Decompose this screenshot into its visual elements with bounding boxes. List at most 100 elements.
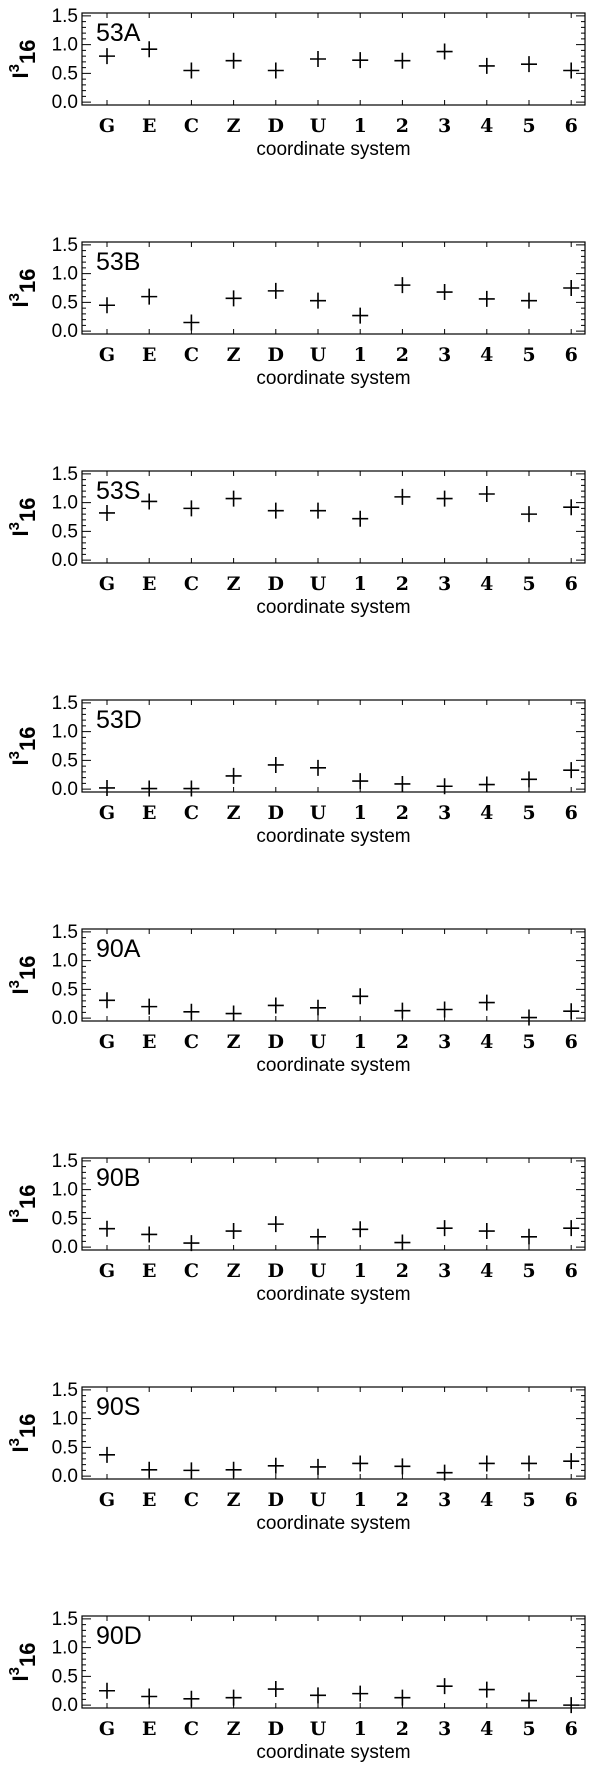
data-point-4	[478, 57, 495, 74]
x-tick-label: G	[99, 1489, 115, 1511]
data-point-G	[99, 297, 115, 314]
data-point-4	[478, 776, 495, 793]
y-tick-label: 1.0	[52, 722, 78, 743]
x-tick-label: 5	[522, 1031, 535, 1053]
y-tick-label: 0.0	[52, 321, 78, 342]
x-tick-label: 4	[480, 1489, 493, 1511]
y-tick-label: 1.5	[52, 1609, 78, 1630]
x-tick-label: E	[142, 573, 156, 595]
x-tick-label: 1	[354, 802, 367, 824]
y-axis-label: I316	[6, 40, 40, 79]
plot-frame	[81, 1386, 586, 1480]
data-point-U	[310, 51, 326, 67]
y-axis-label-base: I	[8, 1675, 33, 1681]
data-point-3	[436, 43, 453, 60]
data-point-1	[352, 510, 369, 527]
data-point-2	[394, 52, 411, 69]
y-axis-label-sup: 3	[6, 751, 23, 759]
y-axis-label-sub: 16	[15, 269, 40, 293]
data-point-C	[183, 500, 200, 517]
data-point-C	[183, 1003, 200, 1020]
data-point-E	[141, 41, 158, 58]
x-tick-label: 2	[396, 115, 409, 137]
y-tick-label: 0.5	[52, 1437, 78, 1458]
x-tick-label: 5	[522, 1489, 535, 1511]
data-point-3	[436, 778, 453, 795]
y-axis-label-base: I	[8, 1446, 33, 1452]
x-tick-label: D	[268, 802, 284, 824]
y-tick-label: 1.0	[52, 35, 78, 56]
data-point-2	[394, 1458, 411, 1475]
x-tick-label: Z	[227, 115, 241, 137]
y-axis-label-base: I	[8, 530, 33, 536]
data-point-G	[99, 48, 115, 65]
x-tick-label: 5	[522, 344, 535, 366]
data-point-1	[352, 773, 369, 790]
data-point-D	[267, 502, 284, 519]
y-axis-label: I316	[6, 498, 40, 537]
y-axis-label: I316	[6, 269, 40, 308]
x-tick-label: U	[310, 802, 327, 824]
data-point-1	[352, 1221, 369, 1238]
y-axis-label: I316	[6, 956, 40, 995]
x-tick-label: G	[99, 1260, 115, 1282]
panel-label: 53B	[96, 248, 140, 276]
y-tick-label: 1.0	[52, 1180, 78, 1201]
x-tick-label: 4	[480, 1031, 493, 1053]
x-tick-label: 2	[396, 573, 409, 595]
data-point-E	[141, 288, 158, 305]
data-point-E	[141, 1226, 158, 1243]
x-axis-label: coordinate system	[256, 1055, 410, 1076]
x-tick-label: 1	[354, 1489, 367, 1511]
x-tick-label: D	[268, 1489, 284, 1511]
data-point-5	[521, 292, 537, 309]
x-tick-label: 6	[565, 1031, 578, 1053]
y-tick-label: 0.0	[52, 1008, 78, 1029]
x-tick-label: C	[184, 344, 199, 366]
x-tick-label: 2	[396, 344, 409, 366]
data-point-U	[310, 759, 326, 776]
y-tick-label: 1.0	[52, 951, 78, 972]
y-tick-label: 0.0	[52, 1695, 78, 1716]
data-point-G	[99, 504, 115, 521]
data-point-C	[183, 780, 200, 797]
y-tick-label: 1.0	[52, 1409, 78, 1430]
x-tick-label: U	[310, 115, 327, 137]
data-point-6	[563, 1697, 580, 1714]
x-tick-label: 6	[565, 344, 578, 366]
data-point-3	[436, 490, 453, 507]
y-axis-label-sup: 3	[6, 293, 23, 301]
x-tick-label: U	[310, 1718, 327, 1740]
x-axis-label: coordinate system	[256, 597, 410, 618]
data-point-4	[478, 1455, 495, 1472]
x-tick-label: C	[184, 115, 199, 137]
x-tick-label: G	[99, 573, 115, 595]
y-axis-label: I316	[6, 727, 40, 766]
x-axis-label: coordinate system	[256, 1742, 410, 1763]
x-axis-label: coordinate system	[256, 1284, 410, 1305]
data-point-4	[478, 1681, 495, 1698]
x-tick-label: U	[310, 573, 327, 595]
y-axis-label: I316	[6, 1414, 40, 1453]
y-tick-label: 0.0	[52, 1237, 78, 1258]
data-point-Z	[225, 290, 242, 307]
y-tick-label: 1.5	[52, 1380, 78, 1401]
data-point-3	[436, 284, 453, 301]
panel-label: 53S	[96, 477, 140, 505]
data-point-D	[267, 756, 284, 773]
y-axis-label-sub: 16	[15, 498, 40, 522]
x-tick-label: 4	[480, 802, 493, 824]
x-axis-label: coordinate system	[256, 1513, 410, 1534]
plot-frame	[81, 241, 586, 335]
y-axis-label-sub: 16	[15, 1185, 40, 1209]
data-point-U	[310, 292, 326, 309]
x-tick-label: Z	[227, 1031, 241, 1053]
